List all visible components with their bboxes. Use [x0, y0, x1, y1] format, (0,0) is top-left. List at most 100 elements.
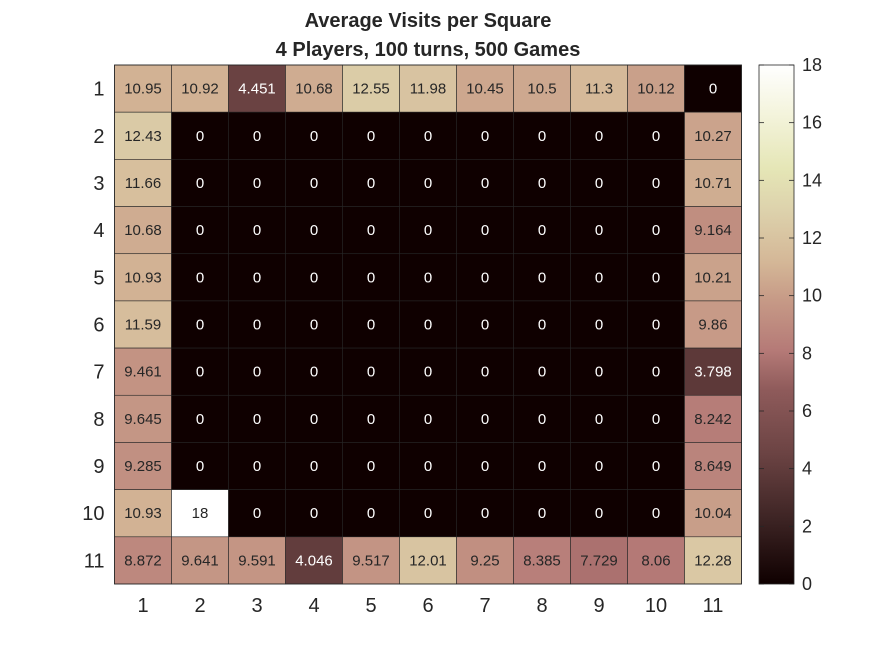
chart-title-line-1: Average Visits per Square: [305, 10, 552, 32]
cell-value-label: 0: [538, 317, 546, 334]
cell-value-label: 0: [481, 411, 489, 428]
colorbar-tick-label: 8: [802, 343, 812, 363]
colorbar-tick-label: 12: [802, 228, 822, 248]
cell-value-label: 10.04: [694, 505, 732, 522]
cell-value-label: 7.729: [580, 552, 618, 569]
cell-value-label: 9.641: [181, 552, 219, 569]
x-tick-label: 7: [479, 595, 490, 617]
cell-value-label: 10.27: [694, 128, 732, 145]
cell-value-label: 10.93: [124, 269, 162, 286]
cell-value-label: 0: [595, 128, 603, 145]
cell-value-label: 0: [253, 222, 261, 239]
cell-value-label: 0: [367, 458, 375, 475]
cell-value-label: 10.21: [694, 269, 732, 286]
cell-value-label: 0: [196, 175, 204, 192]
cell-value-label: 10.45: [466, 81, 504, 98]
cell-value-label: 0: [538, 222, 546, 239]
x-tick-label: 10: [645, 595, 667, 617]
cell-value-label: 8.649: [694, 458, 732, 475]
heatmap-cell: [570, 394, 628, 443]
cell-value-label: 9.285: [124, 458, 162, 475]
cell-value-label: 0: [709, 81, 717, 98]
x-tick-label: 11: [703, 595, 724, 617]
cell-value-label: 8.242: [694, 411, 732, 428]
heatmap-cell: [570, 300, 628, 349]
cell-value-label: 0: [652, 175, 660, 192]
cell-value-label: 12.28: [694, 552, 732, 569]
heatmap-cell: [114, 64, 172, 113]
heatmap-cell: [285, 394, 343, 443]
cell-value-label: 0: [367, 317, 375, 334]
cell-value-label: 0: [253, 411, 261, 428]
cell-value-label: 0: [196, 364, 204, 381]
cell-value-label: 0: [367, 364, 375, 381]
heatmap-cell: [399, 206, 457, 255]
heatmap-cell: [114, 159, 172, 207]
heatmap-cell: [285, 206, 343, 255]
cell-value-label: 11.66: [125, 175, 161, 192]
heatmap-cell: [684, 111, 742, 160]
x-tick-label: 4: [308, 595, 319, 617]
heatmap-cell: [627, 253, 685, 302]
heatmap-cell: [456, 394, 514, 443]
colorbar-tick-label: 2: [802, 516, 812, 536]
cell-value-label: 0: [481, 505, 489, 522]
cell-value-label: 0: [196, 411, 204, 428]
cell-value-label: 0: [481, 364, 489, 381]
y-axis-ticks: 1 2 3 4 5 6 7 8 9 10 11: [82, 79, 104, 573]
heatmap-cell: [228, 347, 286, 396]
heatmap-cell: [570, 159, 628, 207]
cell-value-label: 0: [310, 175, 318, 192]
heatmap-cell: [114, 394, 172, 443]
heatmap-cell: [456, 347, 514, 396]
heatmap-cell: [228, 489, 286, 538]
heatmap-cell: [171, 536, 229, 585]
heatmap-cell: [684, 536, 742, 585]
heatmap-cell: [399, 394, 457, 443]
cell-value-label: 0: [595, 364, 603, 381]
heatmap-cell: [285, 442, 343, 490]
heatmap-cell: [228, 111, 286, 160]
cell-value-label: 0: [424, 175, 432, 192]
cell-value-label: 0: [595, 411, 603, 428]
colorbar-tick-label: 4: [802, 459, 812, 479]
cell-value-label: 0: [481, 128, 489, 145]
cell-value-label: 0: [424, 317, 432, 334]
heatmap-cell: [171, 253, 229, 302]
cell-value-label: 11.59: [125, 317, 161, 334]
cell-value-label: 0: [652, 317, 660, 334]
heatmap-cell: [342, 159, 400, 207]
cell-value-label: 0: [253, 175, 261, 192]
heatmap-cell: [285, 111, 343, 160]
cell-value-label: 0: [196, 317, 204, 334]
y-tick-label: 6: [93, 315, 104, 337]
heatmap-cells: 10.95 10.92 4.451 10.68 12.55 11.98 10.45 10.5 1…: [114, 64, 742, 585]
heatmap-cell: [513, 442, 571, 490]
cell-value-label: 0: [310, 317, 318, 334]
cell-value-label: 0: [652, 364, 660, 381]
cell-value-label: 0: [595, 505, 603, 522]
chart-title-line-2: 4 Players, 100 turns, 500 Games: [276, 39, 581, 61]
x-tick-label: 6: [422, 595, 433, 617]
cell-value-label: 12.55: [352, 81, 390, 98]
heatmap-cell: [684, 253, 742, 302]
cell-value-label: 10.95: [124, 81, 162, 98]
heatmap-cell: [627, 536, 685, 585]
heatmap-cell: [570, 442, 628, 490]
cell-value-label: 0: [310, 411, 318, 428]
x-tick-label: 5: [365, 595, 376, 617]
cell-value-label: 9.86: [698, 317, 727, 334]
cell-value-label: 0: [538, 458, 546, 475]
heatmap-cell: [171, 111, 229, 160]
y-tick-label: 10: [82, 503, 104, 525]
heatmap-cell: [114, 442, 172, 490]
cell-value-label: 0: [481, 458, 489, 475]
cell-value-label: 9.645: [124, 411, 162, 428]
cell-value-label: 0: [253, 505, 261, 522]
heatmap-cell: [570, 347, 628, 396]
heatmap-cell: [228, 206, 286, 255]
cell-value-label: 0: [424, 269, 432, 286]
heatmap-cell: [114, 300, 172, 349]
cell-value-label: 0: [424, 128, 432, 145]
y-tick-label: 11: [84, 550, 105, 572]
